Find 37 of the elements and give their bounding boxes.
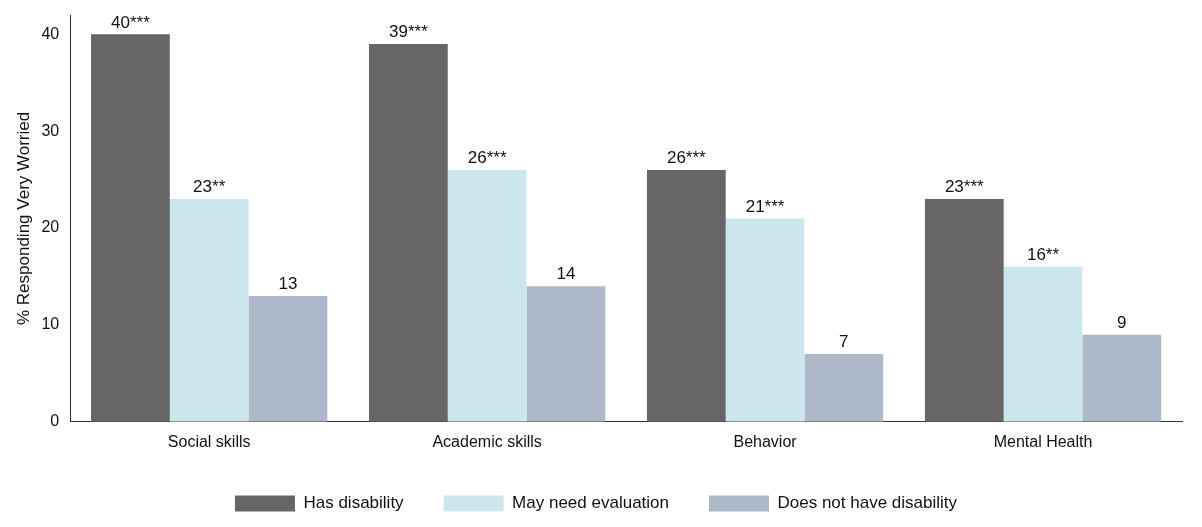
x-tick-label: Social skills [167,432,251,450]
y-tick-label: 0 [50,412,60,430]
bar [368,44,448,422]
data-label: 40*** [111,12,151,32]
y-axis-title: % Responding Very Worried [13,111,33,326]
y-tick-label: 40 [41,24,60,42]
data-label: 39*** [388,22,429,42]
bar [1003,266,1083,422]
bar [248,295,328,422]
data-label: 26*** [467,148,507,168]
bar [646,169,726,422]
bar [725,218,805,422]
legend-label: Does not have disability [777,493,958,513]
data-label: 7 [839,332,849,352]
data-label: 21*** [745,196,785,216]
bar [91,34,170,422]
bar [924,199,1004,422]
x-tick-label: Mental Health [993,432,1093,450]
data-label: 16** [1026,245,1060,265]
data-label: 23*** [944,177,985,197]
data-label: 23** [193,177,226,197]
bar [169,199,249,422]
y-tick-label: 30 [41,121,60,139]
y-tick-label: 20 [41,218,60,236]
data-label: 13 [278,274,298,294]
bar [526,286,606,422]
data-label: 9 [1117,312,1127,332]
y-tick-label: 10 [41,315,60,333]
legend-label: May need evaluation [512,493,669,513]
data-label: 26*** [666,148,707,168]
data-label: 14 [556,264,576,284]
bar [804,354,884,422]
bar [1082,334,1162,422]
x-tick-label: Behavior [733,432,798,450]
x-tick-label: Academic skills [432,432,542,450]
legend-label: Has disability [303,493,405,513]
bar [447,169,527,422]
